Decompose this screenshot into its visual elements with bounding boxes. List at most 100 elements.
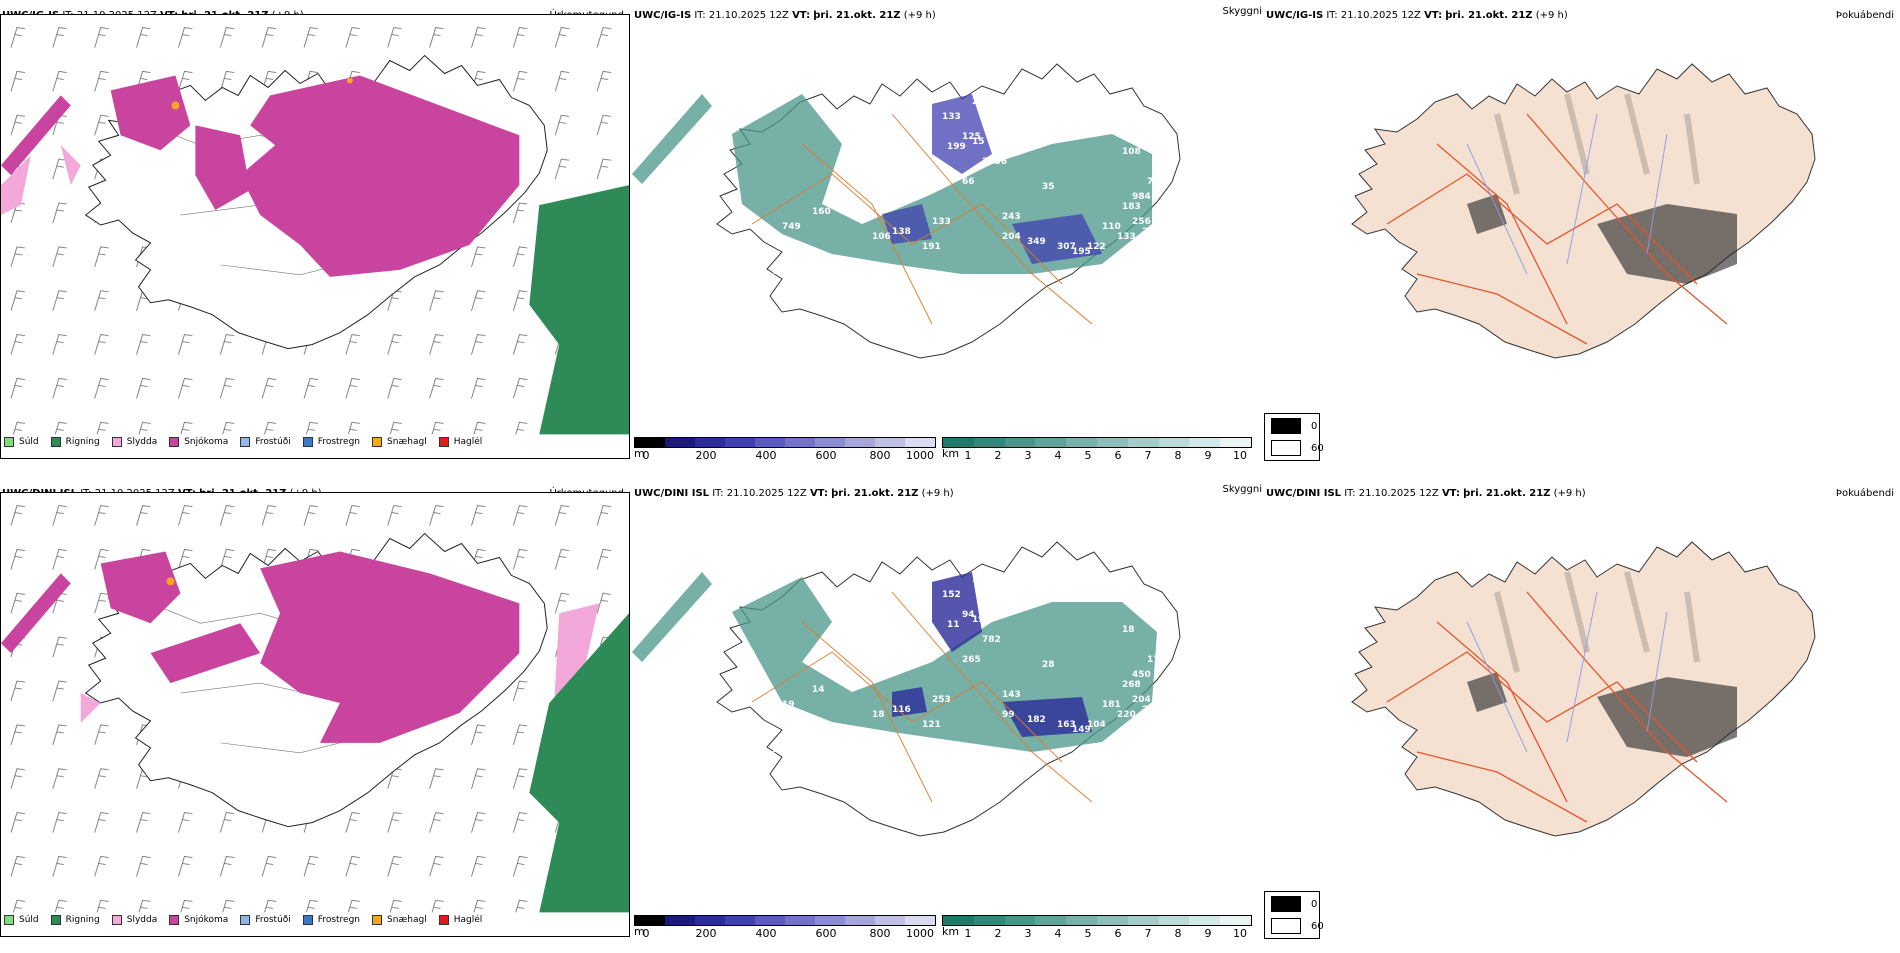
rain-area bbox=[529, 613, 629, 913]
tick-label: 800 bbox=[869, 449, 891, 462]
it-value: 21.10.2025 12Z bbox=[726, 488, 807, 499]
panel-header: UWC/IG-IS IT: 21.10.2025 12Z VT: þri. 21… bbox=[634, 10, 936, 21]
cloud-legend-label: 0 bbox=[1311, 420, 1318, 432]
rain-area bbox=[529, 185, 629, 435]
tick-label: 600 bbox=[815, 449, 837, 462]
snow-level-label: 170 bbox=[1152, 685, 1171, 695]
tick-label: 800 bbox=[869, 927, 891, 940]
tick-label: 1000 bbox=[906, 927, 934, 940]
cloud-index-legend: 0 60 bbox=[1264, 413, 1324, 461]
swatch-sleet bbox=[111, 915, 122, 925]
tick-label: 5 bbox=[1084, 449, 1092, 462]
snow-level-label: 268 bbox=[1122, 680, 1141, 690]
ceiling-panel: UWC/IG-IS IT: 21.10.2025 12Z VT: þri. 21… bbox=[632, 0, 1262, 475]
legend-item: Frostúði bbox=[240, 915, 291, 925]
snow-level-label: 72 bbox=[1147, 177, 1160, 187]
snow-level-label: 121 bbox=[922, 720, 941, 730]
snow-level-label: 256 bbox=[1132, 217, 1151, 227]
legend-item: Slydda bbox=[111, 915, 157, 925]
cloud-index-panel: UWC/IG-IS IT: 21.10.2025 12Z VT: þri. 21… bbox=[1264, 0, 1900, 475]
snow-level-label: 17 bbox=[952, 362, 965, 372]
snow-level-label: 11 bbox=[947, 620, 960, 630]
forecast-row-ig-is: UWC/IG-IS IT: 21.10.2025 12Z VT: þri. 21… bbox=[0, 0, 1900, 475]
precip-legend: Súld Rigning Slydda Snjókoma Frostúði Fr… bbox=[4, 915, 482, 925]
precip-type-panel: UWC/IG-IS IT: 21.10.2025 12Z VT: þri. 21… bbox=[0, 0, 630, 475]
snow-level-label: 18 bbox=[872, 710, 885, 720]
snow-level-label: 66 bbox=[962, 177, 975, 187]
snow-level-label: 133 bbox=[1117, 232, 1136, 242]
legend-label: Súld bbox=[19, 915, 39, 925]
cloud-legend-item: 60 bbox=[1271, 440, 1324, 456]
tick-label: 5 bbox=[1084, 927, 1092, 940]
snow-level-label: 220 bbox=[1117, 710, 1136, 720]
snow-level-label: 94 bbox=[962, 610, 975, 620]
snow-level-label: 450 bbox=[1132, 670, 1151, 680]
snow-level-label: 116 bbox=[892, 705, 911, 715]
lead-time: (+9 h) bbox=[921, 488, 954, 499]
snow-level-label: 138 bbox=[892, 227, 911, 237]
legend-label: Frostúði bbox=[255, 437, 291, 447]
snow-level-colorbar: 0 200 400 600 800 1000 m bbox=[634, 915, 936, 940]
tick-label: 6 bbox=[1114, 927, 1122, 940]
it-value: 21.10.2025 12Z bbox=[708, 10, 789, 21]
snow-level-ticks: 0 200 400 600 800 1000 bbox=[634, 926, 936, 940]
snow-level-label: 782 bbox=[982, 635, 1001, 645]
tick-label: 2 bbox=[994, 449, 1002, 462]
swatch-freezing-drizzle bbox=[240, 915, 251, 925]
snow-level-label: 15 bbox=[972, 137, 985, 147]
snow-level-label: 106 bbox=[872, 232, 891, 242]
snow-level-label: 133 bbox=[942, 112, 961, 122]
snow-level-label: 2036 bbox=[982, 157, 1007, 167]
swatch-rain bbox=[50, 437, 61, 447]
tick-label: 1 bbox=[964, 927, 972, 940]
swatch-black bbox=[1271, 896, 1301, 912]
legend-item: Snæhagl bbox=[372, 437, 427, 447]
snow-level-label: 190 bbox=[972, 615, 991, 625]
snow-level-ticks: 0 200 400 600 800 1000 bbox=[634, 448, 936, 462]
tick-label: 600 bbox=[815, 927, 837, 940]
lead-time: (+9 h) bbox=[903, 10, 936, 21]
vt-label: VT: bbox=[1441, 488, 1460, 499]
ceiling-ticks: 1 2 3 4 5 6 7 8 9 10 bbox=[942, 926, 1252, 940]
tick-label: 3 bbox=[1024, 927, 1032, 940]
legend-label: Frostregn bbox=[317, 437, 361, 447]
snow-level-label: 110 bbox=[1102, 222, 1121, 232]
model-name: UWC/DINI ISL bbox=[634, 488, 710, 499]
snow-level-label: 160 bbox=[812, 207, 831, 217]
unit-label: km bbox=[942, 925, 960, 938]
snow-level-label: 183 bbox=[1122, 202, 1141, 212]
snow-level-label: 265 bbox=[962, 655, 981, 665]
snow-level-label: 181 bbox=[1102, 700, 1121, 710]
cloud-legend-label: 60 bbox=[1311, 920, 1324, 932]
cloud-legend-label: 0 bbox=[1311, 898, 1318, 910]
precip-legend: Súld Rigning Slydda Snjókoma Frostúði Fr… bbox=[4, 437, 482, 447]
tick-label: 1000 bbox=[906, 449, 934, 462]
it-value: 21.10.2025 12Z bbox=[1358, 488, 1439, 499]
cloud-legend-item: 0 bbox=[1271, 896, 1317, 912]
snow-level-label: 108 bbox=[1122, 147, 1141, 157]
tick-label: 9 bbox=[1204, 927, 1212, 940]
snow-level-label: 18 bbox=[882, 795, 895, 805]
panel-header: UWC/DINI ISL IT: 21.10.2025 12Z VT: þri.… bbox=[634, 488, 954, 499]
snow-level-label: 195 bbox=[1072, 247, 1091, 257]
cloud-index-map bbox=[1351, 541, 1816, 837]
snow-level-label: 163 bbox=[1057, 720, 1076, 730]
swatch-black bbox=[1271, 418, 1301, 434]
precip-type-panel: UWC/DINI ISL IT: 21.10.2025 12Z VT: þri.… bbox=[0, 478, 630, 953]
panel-header: UWC/DINI ISL IT: 21.10.2025 12Z VT: þri.… bbox=[1266, 488, 1586, 499]
snow-level-label: 208 bbox=[1142, 705, 1161, 715]
legend-item: Frostregn bbox=[302, 437, 361, 447]
snow-level-label: 149 bbox=[1072, 725, 1091, 735]
swatch-snow-pellets bbox=[372, 915, 383, 925]
snow-level-label: 307 bbox=[1057, 242, 1076, 252]
snow-level-label: 104 bbox=[1087, 720, 1106, 730]
swatch-freezing-rain bbox=[302, 915, 313, 925]
cloud-area bbox=[1467, 194, 1737, 284]
legend-label: Haglél bbox=[453, 915, 483, 925]
cloud-index-map bbox=[1351, 63, 1816, 359]
ceiling-bar bbox=[942, 915, 1252, 926]
swatch-freezing-rain bbox=[302, 437, 313, 447]
snow-area bbox=[100, 551, 520, 743]
legend-item: Slydda bbox=[111, 437, 157, 447]
swatch-white bbox=[1271, 440, 1301, 456]
